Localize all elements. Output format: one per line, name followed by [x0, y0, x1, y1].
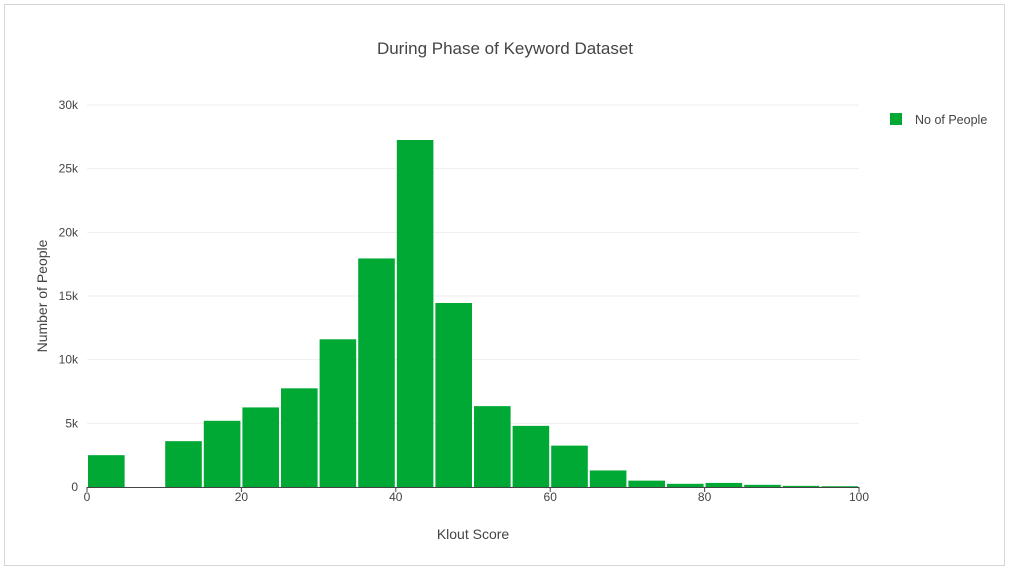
histogram-bar[interactable] — [242, 407, 279, 487]
legend[interactable]: No of People — [890, 113, 987, 127]
x-tick-label: 80 — [698, 490, 712, 504]
histogram-bar[interactable] — [821, 486, 858, 487]
legend-label-no-of-people: No of People — [915, 113, 987, 127]
histogram-bar[interactable] — [628, 480, 665, 487]
x-tick-label: 20 — [235, 490, 249, 504]
histogram-bar[interactable] — [744, 484, 781, 487]
y-tick-label: 20k — [59, 225, 79, 239]
y-tick-label: 0 — [71, 480, 78, 494]
x-axis-label: Klout Score — [437, 526, 510, 542]
y-tick-label: 30k — [59, 98, 79, 112]
histogram-bar[interactable] — [512, 425, 550, 487]
histogram-bar[interactable] — [281, 388, 318, 487]
x-tick-label: 60 — [544, 490, 558, 504]
histogram-bar[interactable] — [88, 455, 125, 487]
histogram-bar[interactable] — [667, 483, 704, 487]
histogram-bar[interactable] — [358, 258, 395, 487]
x-tick-label: 100 — [849, 490, 869, 504]
gridlines — [87, 104, 859, 424]
y-tick-label: 5k — [65, 416, 79, 430]
histogram-bar[interactable] — [435, 303, 472, 487]
histogram-bar[interactable] — [319, 339, 357, 487]
histogram-bar[interactable] — [474, 406, 511, 487]
x-tick-label: 40 — [389, 490, 403, 504]
histogram-bar[interactable] — [165, 441, 202, 487]
histogram-bar[interactable] — [551, 445, 588, 487]
histogram-bar[interactable] — [782, 485, 820, 487]
histogram-bar[interactable] — [396, 140, 434, 487]
y-tick-label: 25k — [59, 162, 79, 176]
y-tick-label: 15k — [59, 289, 79, 303]
y-axis-label: Number of People — [34, 239, 50, 352]
histogram-bar[interactable] — [203, 420, 241, 487]
legend-swatch-no-of-people — [890, 113, 902, 125]
histogram-bar[interactable] — [589, 470, 627, 487]
histogram-bar[interactable] — [705, 482, 743, 487]
chart-title: During Phase of Keyword Dataset — [377, 39, 633, 58]
y-tick-label: 10k — [59, 353, 79, 367]
bars — [88, 140, 858, 487]
axes: 0 5k 10k 15k 20k 25k 30k 0 20 40 60 80 100 — [59, 98, 870, 504]
x-tick-label: 0 — [84, 490, 91, 504]
